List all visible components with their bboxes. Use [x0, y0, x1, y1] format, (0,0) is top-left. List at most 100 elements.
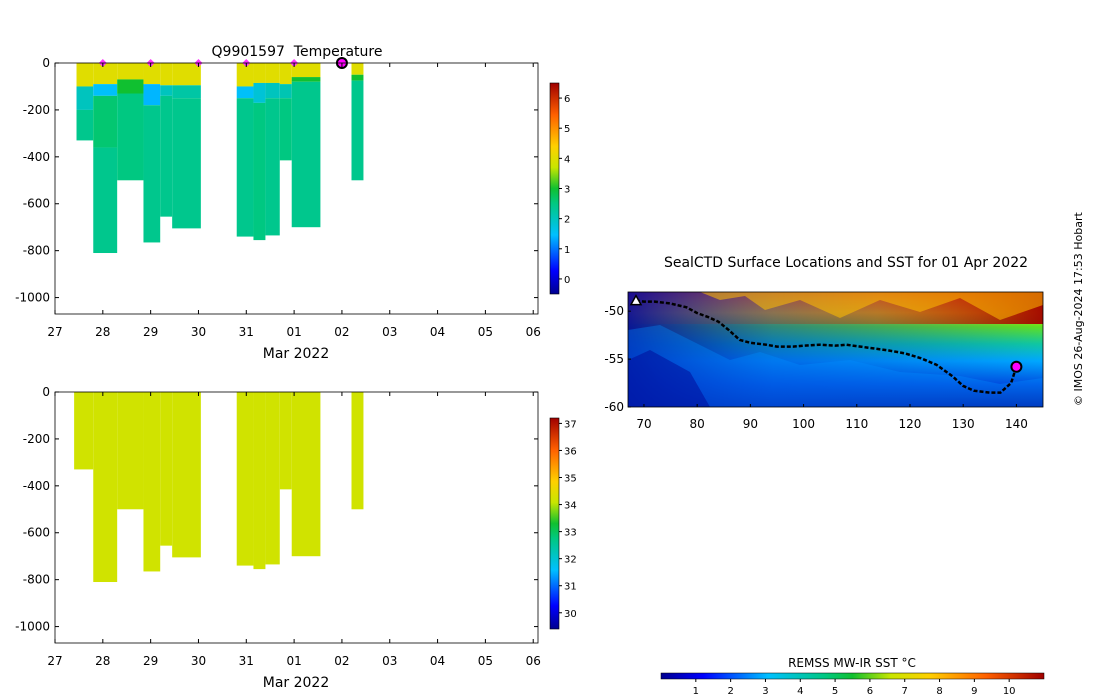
profile-column-4 [160, 63, 173, 217]
profile-band-8-0 [265, 392, 280, 565]
y-tick-label: -1000 [15, 291, 50, 305]
profile-band-6-0 [236, 392, 254, 566]
x-tick-label: 27 [47, 654, 62, 668]
profile-column-7 [253, 392, 266, 570]
x-tick-label: 30 [191, 325, 206, 339]
profile-band-8-0 [265, 63, 280, 83]
seal-track [635, 299, 1018, 394]
map-x-tick-label: 120 [899, 417, 922, 431]
colorbar-tick-label: 4 [564, 154, 570, 165]
map-x-tick-label: 90 [743, 417, 758, 431]
profile-column-6 [236, 63, 254, 237]
x-tick-label: 31 [239, 325, 254, 339]
sst-colorbar-tick-label: 5 [832, 686, 838, 697]
profile-band-3-0 [143, 63, 161, 85]
map-title: SealCTD Surface Locations and SST for 01… [664, 255, 1028, 271]
x-tick-label: 01 [286, 654, 301, 668]
colorbar-tick-label: 6 [564, 94, 570, 105]
profile-band-2-1 [117, 79, 144, 94]
plot-frame [54, 62, 539, 315]
profile-band-9-1 [279, 84, 292, 99]
map-axes: 70 80 90 100 110 120 130 140 -50 -55 -60 [604, 304, 1027, 431]
profile-band-6-2 [236, 98, 254, 237]
profile-column-11 [351, 392, 364, 510]
profile-band-1-1 [93, 84, 118, 96]
profile-band-1-2 [93, 95, 118, 148]
x-tick-label: 03 [382, 654, 397, 668]
profile-band-1-0 [93, 63, 118, 85]
colorbar-tick-label: 31 [564, 582, 577, 593]
x-tick-label: 28 [95, 325, 110, 339]
colorbar [549, 417, 560, 630]
salinity-section-panel: 27 28 29 30 31 01 02 03 04 05 06 0 -200 -400 -600 -800 -… [15, 385, 577, 691]
map-y-tick-label: -60 [604, 400, 624, 414]
profile-band-0-1 [76, 86, 94, 110]
profile-column-5 [172, 63, 201, 229]
x-tick-label: 01 [286, 325, 301, 339]
profile-band-10-0 [291, 63, 321, 78]
track-markers [629, 294, 1023, 373]
y-tick-label: 0 [42, 56, 50, 70]
profile-band-4-1 [160, 85, 173, 96]
profile-band-6-0 [236, 63, 254, 87]
map-x-tick-label: 110 [845, 417, 868, 431]
profile-band-10-1 [291, 77, 321, 82]
map-frame [627, 291, 1044, 408]
profile-band-6-1 [236, 86, 254, 99]
map-x-tick-label: 70 [636, 417, 651, 431]
y-tick-label: -600 [23, 197, 50, 211]
chart-title: Q9901597 Temperature [212, 44, 383, 60]
profile-band-11-1 [351, 74, 364, 81]
colorbar-ticks: 30 31 32 33 34 35 36 37 [559, 419, 577, 620]
profile-band-5-2 [172, 98, 201, 229]
profile-band-3-0 [143, 392, 161, 572]
colorbar-ticks: 0 1 2 3 4 5 6 [559, 94, 570, 286]
colorbar [549, 82, 560, 295]
y-tick-label: -400 [23, 479, 50, 493]
temperature-section-panel: Q9901597 Temperature 27 28 29 30 31 01 02 03 04 0… [15, 44, 570, 362]
colorbar-tick-label: 3 [564, 185, 570, 196]
profile-layer [74, 392, 364, 583]
y-tick-label: -1000 [15, 620, 50, 634]
colorbar-tick-label: 37 [564, 419, 577, 430]
profile-band-11-0 [351, 392, 364, 510]
sst-field [628, 292, 1043, 407]
track-end-marker [1010, 360, 1023, 373]
map-x-tick-label: 140 [1005, 417, 1028, 431]
profile-band-10-0 [291, 392, 321, 557]
profile-layer [76, 57, 364, 254]
sst-colorbar-tick-label: 8 [936, 686, 942, 697]
profile-band-3-1 [143, 84, 161, 106]
x-tick-label: 03 [382, 325, 397, 339]
profile-band-8-2 [265, 98, 280, 236]
profile-band-5-0 [172, 392, 201, 558]
colorbar-tick-label: 0 [564, 275, 570, 286]
profile-band-10-2 [291, 81, 321, 228]
profile-band-9-2 [279, 98, 292, 161]
sst-map-panel: SealCTD Surface Locations and SST for 01… [604, 255, 1045, 697]
profile-column-10 [291, 392, 321, 557]
profile-band-7-0 [253, 63, 266, 83]
y-tick-label: -600 [23, 526, 50, 540]
colorbar-tick-label: 1 [564, 245, 570, 256]
profile-column-10 [291, 63, 321, 228]
profile-band-0-2 [76, 109, 94, 141]
axes: 27 28 29 30 31 01 02 03 04 05 06 0 -200 -400 -600 -800 -… [15, 385, 541, 668]
y-tick-label: -400 [23, 150, 50, 164]
profile-band-2-2 [117, 93, 144, 181]
profile-band-2-0 [117, 392, 144, 510]
map-x-tick-label: 80 [690, 417, 705, 431]
profile-column-3 [143, 63, 161, 243]
x-axis-label: Mar 2022 [263, 675, 330, 691]
profile-band-11-0 [351, 63, 364, 75]
profile-column-6 [236, 392, 254, 566]
sst-colorbar-tick-label: 6 [867, 686, 873, 697]
profile-column-1 [93, 63, 118, 254]
profile-band-8-1 [265, 82, 280, 99]
sst-colorbar-tick-label: 7 [902, 686, 908, 697]
sst-colorbar-tick-label: 9 [971, 686, 977, 697]
profile-band-4-0 [160, 392, 173, 546]
profile-band-0-0 [74, 392, 94, 470]
x-tick-label: 04 [430, 325, 445, 339]
